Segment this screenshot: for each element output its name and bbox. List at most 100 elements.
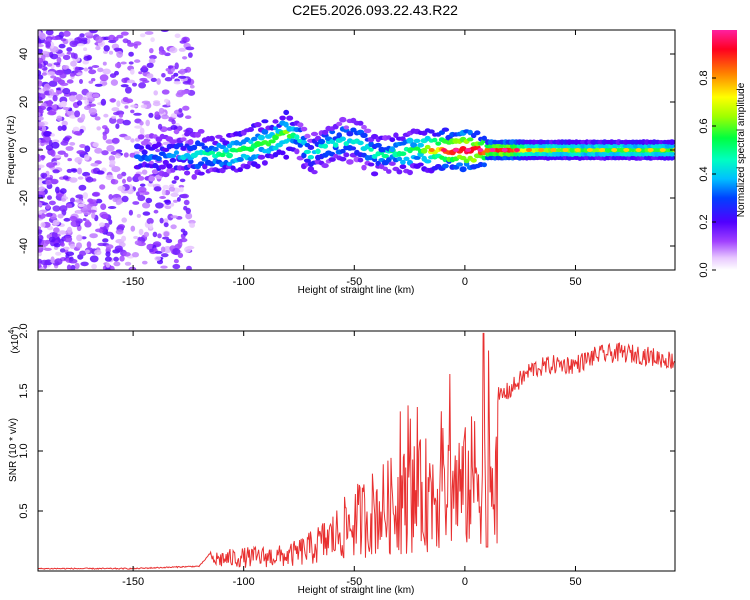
noise-cell: [38, 231, 42, 235]
noise-cell: [84, 99, 89, 105]
spectrogram-cell: [166, 163, 173, 169]
noise-cell: [79, 144, 86, 148]
spectrogram-cell: [257, 134, 265, 141]
noise-cell: [111, 107, 120, 112]
noise-cell: [105, 251, 111, 257]
spectrogram-cell: [155, 156, 162, 162]
noise-cell: [164, 189, 171, 196]
noise-cell: [178, 184, 185, 188]
noise-cell: [189, 222, 196, 228]
spectrogram-cell: [360, 132, 368, 138]
noise-cell: [183, 205, 188, 211]
noise-cell: [51, 104, 58, 109]
noise-cell: [65, 146, 74, 151]
noise-cell: [157, 233, 162, 239]
x-tick-label: 50: [569, 576, 581, 588]
y-tick-label: 1.5: [18, 383, 30, 398]
noise-cell: [79, 79, 83, 84]
noise-cell: [45, 144, 54, 151]
noise-cell: [105, 139, 114, 144]
spectrogram-cell: [339, 148, 346, 154]
noise-cell: [142, 80, 150, 83]
noise-cell: [42, 60, 49, 66]
spectrogram-cell: [141, 140, 149, 146]
spectrogram-cell: [413, 155, 421, 160]
spectrogram-cell: [261, 119, 269, 124]
noise-cell: [147, 182, 154, 187]
noise-cell: [163, 222, 169, 228]
spectrogram-cell: [300, 126, 308, 132]
noise-cell: [71, 169, 78, 173]
noise-cell: [146, 217, 154, 225]
x-tick-label: -150: [122, 576, 144, 588]
noise-cell: [177, 252, 184, 259]
noise-cell: [139, 183, 146, 187]
spectrogram-cell: [248, 139, 254, 144]
noise-cell: [183, 199, 190, 206]
noise-cell: [185, 46, 195, 51]
noise-cell: [76, 167, 83, 175]
noise-cell: [38, 57, 44, 64]
noise-cell: [115, 153, 121, 159]
noise-cell: [76, 242, 82, 249]
spectrogram-peak: [550, 148, 557, 152]
noise-cell: [39, 32, 46, 40]
noise-cell: [59, 72, 67, 79]
chart-title: C2E5.2026.093.22.43.R22: [292, 2, 458, 18]
snr-x-ticks: -150 -100 -50 0 50: [122, 331, 582, 588]
noise-cell: [38, 194, 44, 198]
noise-cell: [148, 160, 154, 165]
noise-cell: [89, 233, 98, 239]
noise-cell: [77, 176, 84, 180]
spectrogram-cell: [339, 136, 346, 142]
spectrogram-cell: [396, 156, 403, 162]
noise-cell: [130, 109, 135, 114]
spectrogram-peak: [659, 148, 666, 152]
noise-cell: [59, 82, 69, 87]
noise-cell: [46, 63, 53, 67]
noise-cell: [60, 100, 67, 107]
noise-cell: [56, 56, 62, 64]
noise-cell: [68, 258, 78, 264]
noise-cell: [69, 40, 78, 48]
noise-cell: [178, 108, 183, 113]
noise-cell: [188, 52, 193, 58]
spectrogram-cell: [432, 137, 438, 143]
spectrogram-cell: [272, 119, 279, 124]
noise-cell: [38, 143, 41, 147]
noise-cell: [85, 219, 90, 225]
snr-y-label: SNR (10 * v/v): [8, 418, 19, 482]
spectrogram-cell: [459, 166, 467, 173]
noise-cell: [38, 63, 43, 69]
noise-cell: [74, 199, 83, 203]
noise-cell: [105, 262, 111, 268]
noise-cell: [75, 94, 84, 101]
noise-cell: [114, 62, 122, 68]
noise-cell: [138, 82, 147, 89]
spectrogram-cell: [257, 154, 266, 160]
noise-cell: [40, 172, 48, 179]
noise-cell: [160, 265, 168, 269]
spectrogram-cell: [406, 137, 414, 144]
noise-cell: [69, 91, 78, 96]
noise-cell: [161, 73, 166, 78]
noise-cell: [82, 192, 89, 200]
spectrogram-cell: [328, 157, 336, 162]
spectrogram-peak: [440, 148, 447, 152]
spectrogram-cell: [357, 120, 364, 126]
noise-cell: [105, 244, 114, 250]
noise-cell: [153, 90, 158, 96]
spectrogram-cell: [441, 163, 449, 169]
noise-cell: [169, 47, 178, 54]
noise-cell: [40, 222, 46, 228]
noise-cell: [91, 263, 97, 270]
spectrogram-cell: [400, 159, 406, 165]
spectrogram-cell: [162, 159, 169, 165]
noise-cell: [179, 186, 184, 193]
noise-cell: [150, 37, 155, 43]
spectrogram-peak: [526, 148, 532, 152]
noise-cell: [79, 250, 87, 256]
spectrogram-cell: [279, 115, 286, 121]
spectrogram-y-label: Frequency (Hz): [6, 116, 17, 185]
spectrogram-cell: [399, 164, 407, 170]
